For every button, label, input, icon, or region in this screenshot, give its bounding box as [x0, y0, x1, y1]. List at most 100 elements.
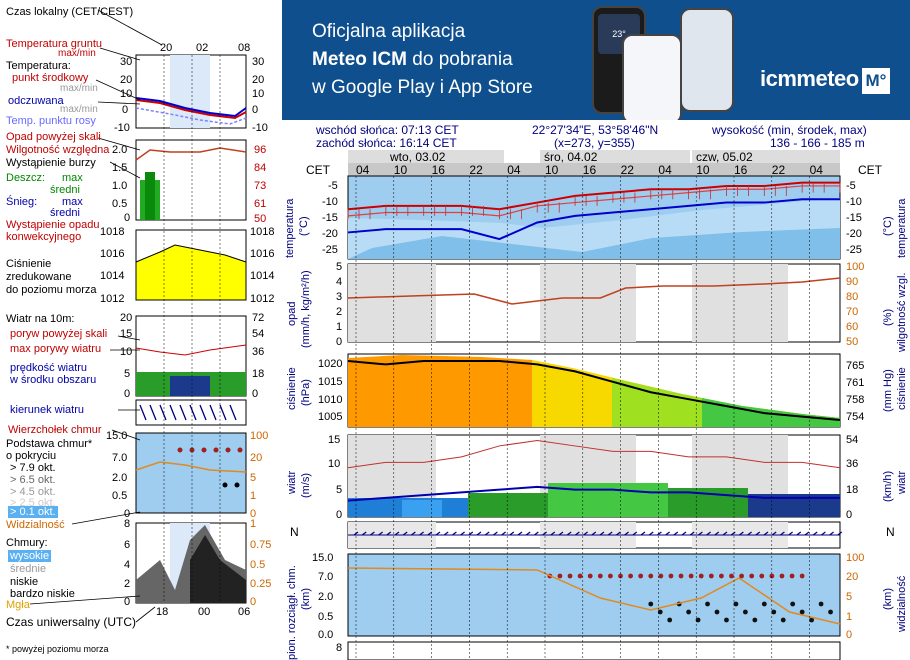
- app-banner[interactable]: Oficjalna aplikacja Meteo ICM do pobrani…: [282, 0, 910, 120]
- compass-right: N: [886, 526, 895, 538]
- cb-axis-l-5: 0.0: [318, 629, 334, 641]
- temp-axis-l-1: -5: [328, 180, 338, 192]
- wind-axis-l-4: 0: [336, 509, 343, 521]
- legend-cb-tick-l-5: 0: [124, 508, 131, 520]
- elevation-label: wysokość (min, środek, max): [712, 123, 867, 137]
- wind-axis-l-3: 5: [336, 484, 343, 496]
- cloud-base-dot: [742, 609, 748, 615]
- precip-unit: (mm/h, kg/m²/h): [300, 270, 312, 348]
- wind-series-0: [347, 439, 841, 469]
- legend-rain-max: max: [62, 172, 83, 184]
- legend-hum-tick-r-5: 50: [254, 213, 267, 225]
- press-unit: (hPa): [300, 379, 312, 406]
- legend-clouds: Chmury:: [6, 537, 48, 549]
- legend-wind-tick-l-5: 0: [124, 388, 131, 400]
- legend-cb-tick-r-5: 0: [250, 508, 257, 520]
- legend-wind-tick-r-5: 0: [252, 388, 259, 400]
- legend-wind-tick-l-3: 10: [120, 346, 133, 358]
- cloud-top-dot: [587, 573, 593, 579]
- legend-low: niskie: [10, 576, 39, 588]
- legend-press-tick-l-3: 1014: [100, 270, 125, 282]
- cloud-top-dot: [577, 573, 583, 579]
- wind-axis-l-1: 15: [328, 434, 341, 446]
- legend-temp-tick-r-2: 20: [252, 74, 265, 86]
- press-label: ciśnienie: [286, 367, 298, 410]
- legend-press-tick-r-4: 1012: [250, 293, 275, 305]
- legend-press-tick-l-2: 1016: [100, 248, 125, 260]
- legend-bottom-tick-2: 00: [198, 606, 211, 618]
- precip-axis-l-5: 1: [336, 321, 343, 333]
- compass-left: N: [290, 526, 299, 538]
- legend-hum-tick-r-2: 84: [254, 162, 267, 174]
- cloud-top-dot: [789, 573, 795, 579]
- cloud-top-dot: [759, 573, 765, 579]
- legend-cl-tick-r-5: 0: [250, 596, 257, 608]
- day-label-2: śro, 04.02: [544, 150, 598, 164]
- legend-mid-point: punkt środkowy: [12, 72, 89, 84]
- hour-label: 22: [771, 163, 786, 177]
- cloud-base-dot: [828, 609, 833, 615]
- compass-n-left: N: [290, 525, 299, 539]
- hum-axis-r-3: 80: [846, 291, 859, 303]
- hour-label: 10: [545, 163, 559, 177]
- legend-rain: Deszcz:: [6, 172, 46, 184]
- legend-humidity: Wilgotność względna: [6, 144, 110, 156]
- legend-cb-tick-r-1: 100: [250, 430, 269, 442]
- cloud-base-dot: [771, 609, 777, 615]
- legend-ground-temp-sub: max/min: [58, 48, 96, 59]
- cl-axis-l-1: 8: [336, 642, 343, 654]
- icmmeteo-logo: icmmeteo: [760, 66, 859, 91]
- legend-pressure: Ciśnienie zredukowane do poziomu morza: [6, 258, 97, 296]
- legend-temp-tick-r-4: 0: [252, 104, 259, 116]
- legend-okt65: > 6.5 okt.: [10, 474, 56, 486]
- temp-axis-r-2: -10: [846, 196, 862, 208]
- vis-unit: (km): [882, 588, 894, 610]
- temp-axis-l-4: -20: [322, 228, 338, 240]
- temp-series-1: [347, 185, 840, 217]
- legend-visibility: Widzialność: [6, 519, 65, 531]
- legend-hum-tick-l-1: 2.0: [112, 144, 128, 156]
- cloud-top-dot: [648, 573, 654, 579]
- legend-temp-tick-l-2: 20: [120, 74, 133, 86]
- humidity-line: [347, 277, 841, 305]
- legend-cl-tick-r-3: 0.5: [250, 559, 266, 571]
- legend-cl-tick-r-4: 0.25: [250, 578, 272, 590]
- elevation-text: 136 - 166 - 185 m: [770, 136, 865, 150]
- meteogram: CET CET wto, 03.02 śro, 04.02 czw, 05.02…: [282, 148, 910, 660]
- legend-temp-tick-r-1: 30: [252, 56, 265, 68]
- legend-snow-max: max: [62, 196, 83, 208]
- cloud-top-dot: [698, 573, 704, 579]
- legend-wind-title: Wiatr na 10m:: [6, 313, 75, 325]
- temp-axis-r-3: -15: [846, 212, 862, 224]
- vis-axis-r-3: 5: [846, 591, 853, 603]
- cloud-base-dot: [818, 601, 824, 607]
- legend-cl-tick-r-2: 0.75: [250, 539, 272, 551]
- hum-axis-r-1: 100: [846, 261, 865, 273]
- legend-wind-tick-r-1: 72: [252, 312, 265, 324]
- legend-cb-tick-l-2: 7.0: [112, 452, 128, 464]
- cloud-top-dot: [658, 573, 664, 579]
- legend-hum-tick-l-4: 0.5: [112, 198, 128, 210]
- cloud-top-dot: [597, 573, 603, 579]
- legend-temp-tick-r-5: -10: [252, 122, 268, 134]
- legend-press-tick-r-1: 1018: [250, 226, 275, 238]
- cloud-base-dot: [657, 609, 663, 615]
- hour-label: 16: [734, 163, 748, 177]
- temp-axis-l-3: -15: [322, 212, 338, 224]
- visibility-line: [347, 567, 841, 625]
- legend-wind-tick-l-2: 15: [120, 328, 133, 340]
- legend-dew-point: Temp. punktu rosy: [6, 115, 96, 127]
- legend-wind-tick-r-3: 36: [252, 346, 265, 358]
- legend-wind-tick-r-2: 54: [252, 328, 265, 340]
- wind-unit-r: (km/h): [882, 470, 894, 502]
- temp-axis-r-1: -5: [846, 180, 856, 192]
- legend-hum-tick-l-2: 1.5: [112, 162, 128, 174]
- press-axis-l-1: 1020: [318, 358, 343, 370]
- cloud-base-dot: [695, 617, 701, 623]
- wind-label: wiatr: [286, 470, 298, 494]
- cet-label-right: CET: [858, 163, 882, 177]
- wind-label-r: wiatr: [896, 470, 908, 494]
- legend-bottom-tick-3: 06: [238, 606, 251, 618]
- banner-text: Oficjalna aplikacja Meteo ICM do pobrani…: [312, 18, 533, 102]
- icmmeteo-logo-box: M°: [862, 68, 890, 94]
